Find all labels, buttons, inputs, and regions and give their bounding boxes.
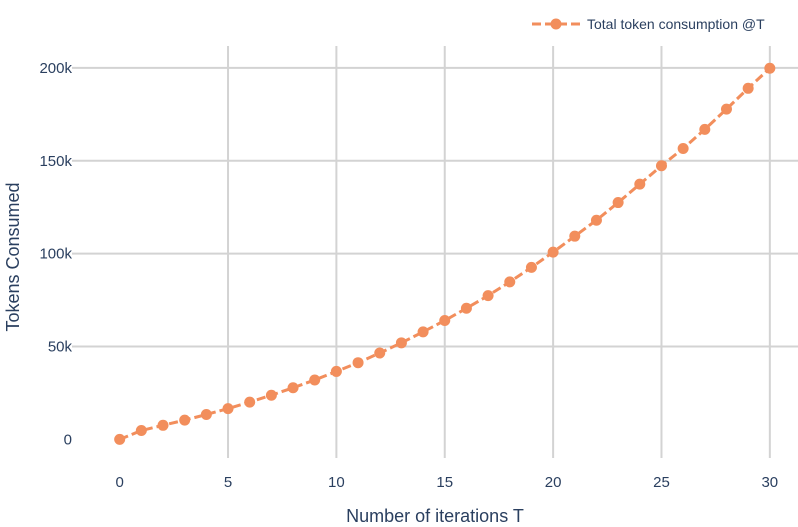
data-point[interactable] (287, 382, 299, 394)
grid (72, 46, 798, 458)
data-point[interactable] (460, 302, 472, 314)
data-point[interactable] (222, 403, 234, 415)
x-tick-label: 5 (224, 474, 232, 491)
legend-label: Total token consumption @T (587, 16, 765, 32)
data-point[interactable] (569, 230, 581, 242)
data-point[interactable] (742, 82, 754, 94)
data-point[interactable] (612, 197, 624, 209)
data-point[interactable] (309, 374, 321, 386)
data-point[interactable] (157, 419, 169, 431)
data-point[interactable] (330, 365, 342, 377)
x-axis-ticks: 0 5 10 15 20 25 30 (116, 474, 779, 491)
data-point[interactable] (699, 123, 711, 135)
x-tick-label: 25 (653, 474, 670, 491)
data-point[interactable] (244, 396, 256, 408)
y-tick-label: 50k (48, 339, 73, 356)
data-point[interactable] (114, 433, 126, 445)
y-tick-label: 150k (39, 153, 72, 170)
data-point[interactable] (720, 103, 732, 115)
x-tick-label: 10 (328, 474, 345, 491)
y-tick-label: 0 (64, 431, 72, 448)
x-tick-label: 30 (761, 474, 778, 491)
y-tick-label: 200k (39, 60, 72, 77)
data-point[interactable] (352, 357, 364, 369)
data-point[interactable] (395, 337, 407, 349)
data-point[interactable] (764, 62, 776, 74)
data-point[interactable] (655, 160, 667, 172)
y-tick-label: 100k (39, 246, 72, 263)
data-point[interactable] (677, 142, 689, 154)
data-point[interactable] (417, 326, 429, 338)
data-point[interactable] (590, 214, 602, 226)
data-point[interactable] (634, 178, 646, 190)
data-point[interactable] (179, 414, 191, 426)
x-tick-label: 0 (116, 474, 124, 491)
data-point[interactable] (547, 246, 559, 258)
y-axis-title: Tokens Consumed (3, 182, 23, 331)
legend[interactable]: Total token consumption @T (532, 16, 765, 32)
data-point[interactable] (439, 315, 451, 327)
data-point[interactable] (135, 425, 147, 437)
data-point[interactable] (265, 389, 277, 401)
x-tick-label: 20 (545, 474, 562, 491)
data-point[interactable] (525, 261, 537, 273)
x-axis-title: Number of iterations T (346, 506, 524, 526)
y-axis-ticks: 0 50k 100k 150k 200k (39, 60, 72, 449)
data-point[interactable] (504, 276, 516, 288)
data-point[interactable] (200, 409, 212, 421)
data-point[interactable] (374, 347, 386, 359)
legend-marker-swatch (550, 18, 562, 30)
data-point[interactable] (482, 290, 494, 302)
x-tick-label: 15 (436, 474, 453, 491)
series-layer (114, 62, 776, 445)
